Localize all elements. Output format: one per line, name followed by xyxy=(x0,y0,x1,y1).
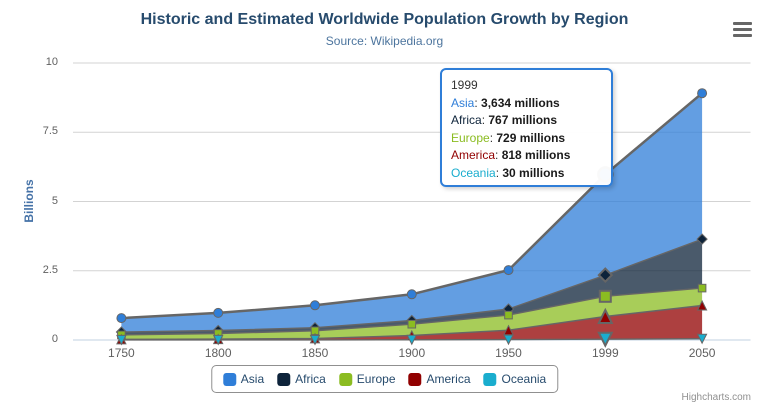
export-menu-icon[interactable] xyxy=(733,22,752,37)
marker-oceania[interactable] xyxy=(503,334,514,346)
y-axis-label: 2.5 xyxy=(42,263,58,276)
marker-oceania[interactable] xyxy=(212,334,224,346)
legend-label: Africa xyxy=(295,372,326,386)
legend-symbol-icon xyxy=(277,372,291,386)
legend-symbol-icon xyxy=(483,372,497,386)
marker-asia[interactable] xyxy=(406,289,417,300)
marker-oceania[interactable] xyxy=(597,331,614,348)
tooltip-row-africa: Africa: 767 millions xyxy=(451,113,558,127)
marker-asia[interactable] xyxy=(503,265,514,276)
area-africa[interactable] xyxy=(121,239,703,335)
legend: Asia Africa Europe America Oceania xyxy=(210,365,559,393)
y-axis-label: 7.5 xyxy=(42,125,58,138)
legend-symbol-icon xyxy=(408,372,422,386)
tooltip-rows: Asia: 3,634 millions Africa: 767 millions… xyxy=(451,95,602,183)
legend-symbol-icon xyxy=(222,372,236,386)
marker-asia[interactable] xyxy=(310,300,320,311)
marker-oceania[interactable] xyxy=(406,334,418,346)
marker-europe[interactable] xyxy=(697,283,707,293)
x-axis-label: 1999 xyxy=(591,346,619,360)
tooltip-header: 1999 xyxy=(451,78,478,92)
legend-item-oceania[interactable]: Oceania xyxy=(483,372,547,386)
marker-america[interactable] xyxy=(696,299,708,311)
marker-oceania[interactable] xyxy=(309,334,321,346)
legend-label: Asia xyxy=(240,372,265,386)
marker-africa[interactable] xyxy=(696,233,708,245)
marker-asia[interactable] xyxy=(213,307,224,318)
marker-europe[interactable] xyxy=(504,310,513,320)
tooltip: 1999 Asia: 3,634 millions Africa: 767 mil… xyxy=(440,68,613,187)
legend-symbol-icon xyxy=(338,372,352,386)
marker-oceania[interactable] xyxy=(696,333,708,345)
chart-title: Historic and Estimated Worldwide Populat… xyxy=(140,11,629,28)
y-axis-label: 10 xyxy=(45,56,58,68)
x-axis-label: 1850 xyxy=(301,346,329,360)
legend-label: America xyxy=(426,372,471,386)
tooltip-row-america: America: 818 millions xyxy=(451,148,571,162)
legend-item-asia[interactable]: Asia xyxy=(222,372,265,386)
marker-america[interactable] xyxy=(597,307,614,324)
legend-label: Oceania xyxy=(501,372,547,386)
legend-item-europe[interactable]: Europe xyxy=(338,372,396,386)
x-axis-label: 1900 xyxy=(398,346,426,360)
y-axis-label: 5 xyxy=(51,194,58,207)
x-axis-label: 2050 xyxy=(688,346,716,360)
x-axis-label: 1800 xyxy=(204,346,232,360)
legend-item-america[interactable]: America xyxy=(408,372,471,386)
marker-europe[interactable] xyxy=(598,289,612,303)
marker-africa[interactable] xyxy=(597,267,614,284)
tooltip-row-europe: Europe: 729 millions xyxy=(451,130,566,145)
marker-asia[interactable] xyxy=(697,88,708,99)
legend-label: Europe xyxy=(356,372,396,386)
y-axis-label: 0 xyxy=(51,333,58,345)
legend-item-africa[interactable]: Africa xyxy=(277,372,326,386)
chart-subtitle: Source: Wikipedia.org xyxy=(325,34,444,48)
highcharts-credits-link[interactable]: Highcharts.com xyxy=(681,392,751,403)
area-america[interactable] xyxy=(121,305,703,340)
tooltip-row-oceania: Oceania: 30 millions xyxy=(451,165,565,180)
tooltip-row-asia: Asia: 3,634 millions xyxy=(451,95,560,110)
marker-europe[interactable] xyxy=(407,319,417,329)
marker-asia[interactable] xyxy=(116,313,127,324)
marker-oceania[interactable] xyxy=(116,334,127,346)
x-axis-label: 1950 xyxy=(495,346,522,360)
area-asia[interactable] xyxy=(121,93,703,332)
x-axis-label: 1750 xyxy=(108,346,135,360)
